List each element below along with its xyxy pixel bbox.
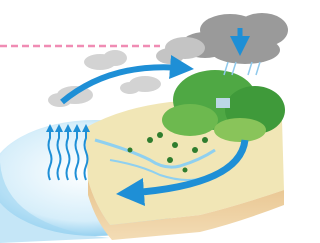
hill <box>214 118 266 142</box>
dam <box>216 98 230 108</box>
water-cycle-illustration <box>0 0 288 243</box>
cloud <box>156 37 205 64</box>
hill <box>162 104 218 136</box>
page <box>0 0 288 243</box>
